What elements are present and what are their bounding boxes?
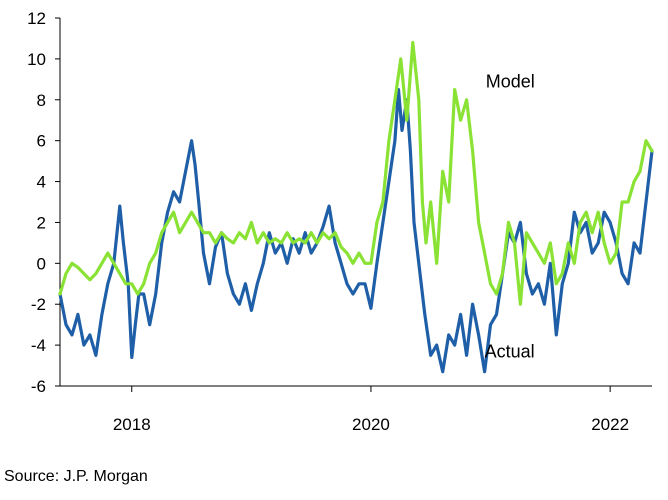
series-layer: [58, 40, 654, 374]
x-tick-label: 2022: [591, 415, 629, 434]
y-tick-label: 0: [37, 254, 46, 273]
y-tick-label: 12: [27, 9, 46, 28]
axes: 12 10 8 6 4 2 0 -2 -4 -6 2018 2020 2022: [27, 9, 652, 434]
x-tick-label: 2018: [113, 415, 151, 434]
annotation-model: Model: [486, 72, 535, 92]
chart: 12 10 8 6 4 2 0 -2 -4 -6 2018 2020 2022 Model Actual: [27, 9, 654, 434]
y-tick-label: 2: [37, 213, 46, 232]
y-tick-label: -4: [31, 336, 46, 355]
series-line-actual: [58, 87, 654, 374]
y-tick-label: -2: [31, 295, 46, 314]
y-tick-label: 10: [27, 50, 46, 69]
series-line-model: [58, 40, 654, 306]
x-tick-label: 2020: [352, 415, 390, 434]
annotation-actual: Actual: [485, 341, 535, 361]
y-tick-label: -6: [31, 377, 46, 396]
y-tick-label: 8: [37, 91, 46, 110]
y-tick-label: 4: [37, 173, 46, 192]
annotations: Model Actual: [485, 72, 535, 362]
y-tick-label: 6: [37, 132, 46, 151]
source-note: Source: J.P. Morgan: [4, 468, 148, 485]
